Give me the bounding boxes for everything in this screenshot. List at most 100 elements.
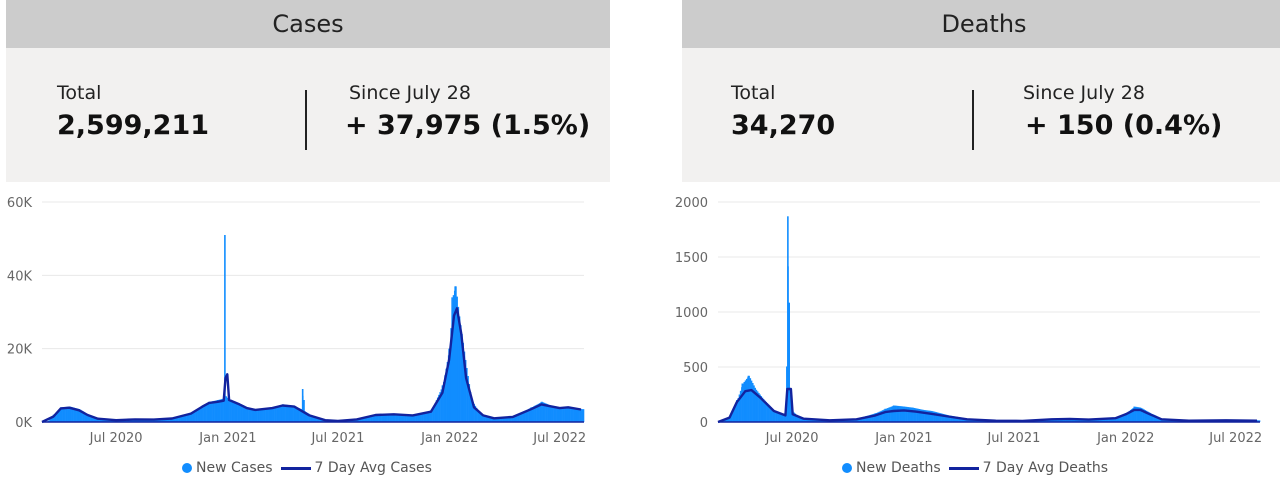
daily-bar <box>882 410 884 422</box>
daily-bar-point <box>301 389 304 422</box>
daily-bar <box>1151 414 1154 422</box>
deaths-panel: Deaths Total 34,270 Since July 28 + 150 … <box>675 0 1280 500</box>
daily-bar <box>440 389 443 422</box>
daily-bar <box>857 418 860 422</box>
daily-bar <box>460 325 462 422</box>
daily-bar <box>789 394 792 422</box>
daily-bar <box>563 407 565 422</box>
daily-bar <box>427 411 429 422</box>
daily-bar <box>490 417 492 422</box>
daily-bar <box>419 413 422 422</box>
daily-bar <box>180 415 183 422</box>
daily-bar <box>515 414 518 422</box>
deaths-since-value: + 150 (0.4%) <box>1025 110 1223 141</box>
daily-bar <box>359 418 361 422</box>
daily-bar <box>535 405 537 422</box>
daily-bar <box>1067 418 1070 422</box>
daily-bar <box>187 413 190 422</box>
daily-bar <box>771 408 773 422</box>
daily-bar-point <box>884 408 886 422</box>
daily-bar <box>518 413 520 422</box>
daily-bar <box>958 417 961 422</box>
new-deaths-legend-label: New Deaths <box>856 460 941 476</box>
daily-bar <box>872 414 874 422</box>
daily-bar-point <box>68 406 71 422</box>
daily-bar <box>788 302 790 422</box>
daily-bar <box>1146 411 1149 422</box>
x-tick-label: Jul 2020 <box>89 431 143 446</box>
daily-bar <box>373 415 376 422</box>
daily-bar <box>575 408 578 422</box>
daily-bar <box>1060 418 1063 422</box>
daily-bar-point <box>747 375 750 422</box>
daily-bar <box>779 413 782 422</box>
daily-bar <box>1070 418 1072 422</box>
daily-bar <box>777 412 780 422</box>
daily-bar <box>905 406 907 422</box>
daily-bar <box>500 417 502 422</box>
daily-bar <box>506 417 508 422</box>
daily-bar <box>861 417 863 422</box>
daily-bar <box>234 402 236 422</box>
daily-bar <box>298 408 300 422</box>
daily-bar-point <box>754 389 756 422</box>
daily-bar <box>764 400 766 422</box>
daily-bar-point <box>790 411 793 422</box>
daily-bar <box>531 407 534 422</box>
x-tick-label: Jul 2021 <box>986 431 1040 446</box>
daily-bar <box>480 414 483 422</box>
daily-bar <box>523 411 525 422</box>
daily-bar <box>868 415 871 422</box>
daily-bar <box>181 415 184 422</box>
daily-bar <box>520 412 523 422</box>
daily-bar-point <box>224 396 227 422</box>
daily-bar <box>534 405 536 422</box>
daily-bar <box>357 418 360 422</box>
daily-bar <box>511 416 513 422</box>
daily-bar <box>1122 414 1125 422</box>
daily-bar <box>497 417 500 422</box>
daily-bar <box>399 414 401 422</box>
daily-bar <box>1078 418 1081 422</box>
daily-bar <box>204 404 207 422</box>
daily-bar <box>400 414 403 422</box>
daily-bar <box>319 418 321 422</box>
daily-bar <box>817 419 820 422</box>
x-tick-label: Jan 2022 <box>1096 431 1154 446</box>
daily-bar <box>1061 418 1064 422</box>
daily-bar <box>569 406 571 422</box>
daily-bar <box>519 413 522 422</box>
daily-bar <box>944 414 946 422</box>
daily-bar <box>309 414 311 422</box>
deaths-stat-divider <box>972 90 974 150</box>
daily-bar <box>783 415 786 422</box>
x-tick-label: Jan 2021 <box>198 431 256 446</box>
daily-bar <box>255 409 258 422</box>
daily-bar <box>1134 406 1137 422</box>
daily-bar <box>925 410 928 422</box>
daily-bar <box>317 418 320 422</box>
daily-bar-point <box>921 409 924 422</box>
daily-bar <box>1127 411 1130 422</box>
daily-bar <box>409 415 411 422</box>
daily-bar <box>807 419 810 422</box>
daily-bar <box>277 405 280 422</box>
daily-bar <box>927 410 929 422</box>
daily-bar <box>816 419 818 422</box>
daily-bar <box>305 412 308 422</box>
y-tick-label: 1000 <box>675 306 708 321</box>
y-tick-label: 500 <box>683 361 708 376</box>
daily-bar <box>418 413 421 422</box>
x-tick-label: Jul 2020 <box>765 431 819 446</box>
daily-bar <box>945 414 947 422</box>
daily-bar <box>367 416 370 422</box>
daily-bar <box>426 412 428 422</box>
daily-bar <box>231 402 234 422</box>
daily-bar <box>793 412 795 422</box>
daily-bar-point <box>1139 407 1142 422</box>
daily-bar <box>1077 418 1080 422</box>
daily-bar <box>937 412 940 422</box>
daily-bar <box>899 406 901 422</box>
daily-bar <box>56 411 59 422</box>
daily-bar <box>546 403 548 422</box>
